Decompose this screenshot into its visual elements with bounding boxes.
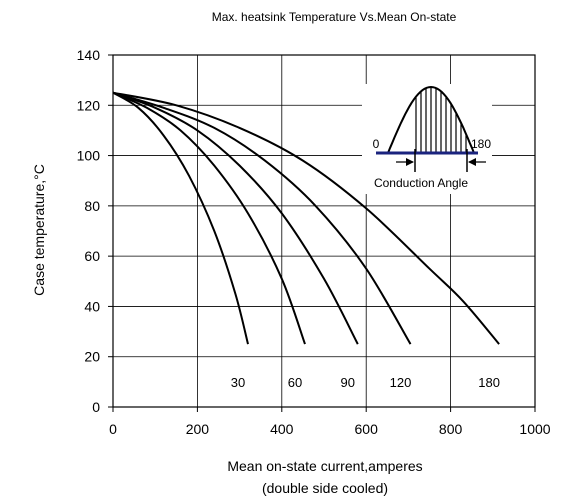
curve-30: [112, 91, 249, 345]
curves: [112, 91, 500, 345]
y-tick-label: 80: [84, 198, 100, 214]
curve-120: [112, 91, 412, 345]
series-label-60: 60: [288, 375, 302, 390]
inset-background: [362, 84, 492, 194]
conduction-angle-inset: 0 180 Conduction Angle: [362, 84, 492, 194]
inset-left-arrowhead: [406, 158, 414, 166]
inset-label-180: 180: [471, 137, 491, 151]
inset-sine-wave: [387, 85, 475, 154]
inset-caption: Conduction Angle: [374, 176, 468, 190]
x-tick-label: 0: [109, 421, 117, 437]
x-tick-label: 800: [439, 421, 463, 437]
inset-right-arrowhead: [468, 158, 476, 166]
y-tick-label: 20: [84, 349, 100, 365]
x-axis-label-note: (double side cooled): [262, 480, 388, 496]
y-tick-label: 120: [77, 97, 101, 113]
series-label-120: 120: [390, 375, 412, 390]
series-label-180: 180: [478, 375, 500, 390]
y-tick-label: 60: [84, 248, 100, 264]
x-tick-label: 200: [186, 421, 210, 437]
series-labels: 30 60 90 120 180: [231, 375, 500, 390]
inset-hatch: [415, 87, 467, 153]
series-label-90: 90: [341, 375, 355, 390]
x-tick-label: 1000: [519, 421, 550, 437]
y-tick-label: 0: [92, 399, 100, 415]
series-label-30: 30: [231, 375, 245, 390]
x-tick-label: 600: [355, 421, 379, 437]
y-tick-label: 100: [77, 148, 101, 164]
x-tick-label: 400: [270, 421, 294, 437]
y-tick-label: 40: [84, 298, 100, 314]
plot-frame: [112, 54, 536, 408]
curve-60: [112, 91, 306, 345]
x-axis-label: Mean on-state current,amperes: [227, 458, 422, 474]
curve-90: [112, 91, 359, 345]
y-tick-label: 140: [77, 47, 101, 63]
x-axis: 0 200 400 600 800 1000: [109, 407, 551, 437]
inset-label-0: 0: [373, 137, 380, 151]
chart-title: Max. heatsink Temperature Vs.Mean On-sta…: [212, 10, 457, 24]
y-axis-label: Case temperature,°C: [31, 164, 47, 296]
y-axis: 0 20 40 60 80 100 120 140: [77, 47, 113, 415]
curve-180: [112, 91, 500, 345]
